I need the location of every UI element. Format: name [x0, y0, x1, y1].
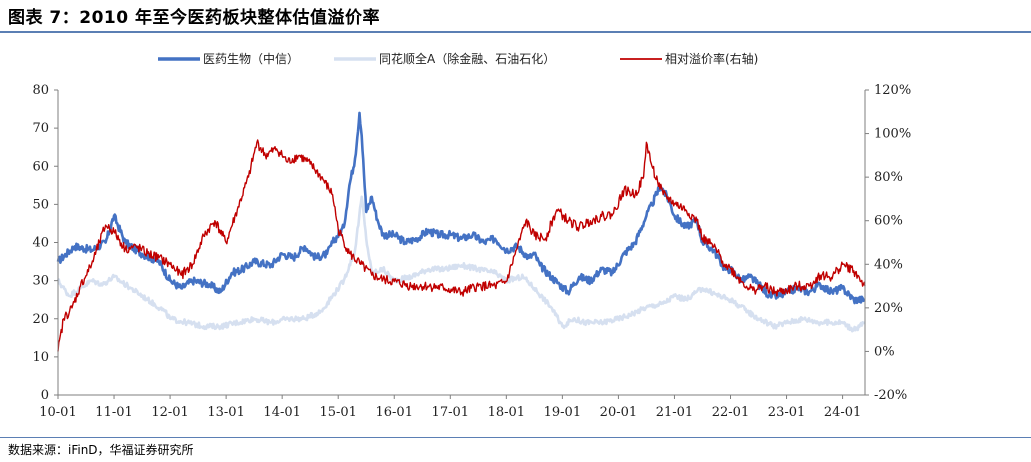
y-left-tick-label: 60: [32, 159, 49, 174]
footer-rule: [0, 437, 1031, 438]
x-tick-label: 21-01: [656, 405, 693, 420]
y-left-tick-label: 10: [32, 350, 49, 365]
y-left-tick-label: 70: [32, 121, 49, 136]
axes-layer: 0 10 20 30 40 50 60 70 80 -20% 0% 20% 40% 60% 80% 100% 1…: [32, 83, 911, 420]
x-tick-label: 11-01: [95, 405, 132, 420]
y-right-tick-label: 60%: [874, 214, 903, 229]
legend-label-pharma: 医药生物（中信）: [203, 51, 299, 66]
legend: 医药生物（中信） 同花顺全A（除金融、石油石化） 相对溢价率(右轴): [158, 51, 758, 66]
series-market-line: [56, 195, 866, 333]
x-tick-label: 10-01: [39, 405, 76, 420]
x-tick-label: 23-01: [768, 405, 805, 420]
chart: 0 10 20 30 40 50 60 70 80 -20% 0% 20% 40% 60% 80% 100% 1…: [32, 51, 911, 420]
y-right-tick-label: 0%: [874, 344, 895, 359]
y-left-tick-label: 30: [32, 274, 49, 289]
y-left-tick-label: 50: [32, 197, 49, 212]
series-premium-line: [57, 139, 866, 352]
x-tick-label: 14-01: [263, 405, 300, 420]
legend-label-premium: 相对溢价率(右轴): [665, 51, 758, 66]
y-left-tick-label: 40: [32, 236, 49, 251]
x-tick-label: 22-01: [712, 405, 749, 420]
x-tick-label: 15-01: [319, 405, 356, 420]
x-tick-label: 16-01: [376, 405, 413, 420]
y-right-tick-label: 100%: [874, 127, 911, 142]
figure-title: 图表 7：2010 年至今医药板块整体估值溢价率: [8, 8, 380, 28]
y-right-tick-label: 120%: [874, 83, 911, 98]
x-tick-label: 13-01: [207, 405, 244, 420]
y-right-tick-label: 40%: [874, 257, 903, 272]
legend-label-market: 同花顺全A（除金融、石油石化）: [379, 51, 555, 66]
y-right-tick-label: 80%: [874, 170, 903, 185]
y-left-tick-label: 20: [32, 312, 49, 327]
x-tick-label: 18-01: [488, 405, 525, 420]
x-tick-label: 17-01: [432, 405, 469, 420]
series-layer: [56, 111, 866, 352]
y-left-tick-label: 80: [32, 83, 49, 98]
y-right-tick-label: -20%: [874, 388, 907, 403]
x-tick-label: 19-01: [544, 405, 581, 420]
source-note: 数据来源：iFinD，华福证券研究所: [8, 443, 194, 457]
y-right-tick-label: 20%: [874, 301, 903, 316]
series-pharma-line: [56, 111, 866, 305]
y-left-tick-label: 0: [41, 388, 49, 403]
x-tick-label: 20-01: [600, 405, 637, 420]
x-tick-label: 24-01: [824, 405, 861, 420]
x-tick-label: 12-01: [151, 405, 188, 420]
title-rule: [0, 31, 1031, 33]
